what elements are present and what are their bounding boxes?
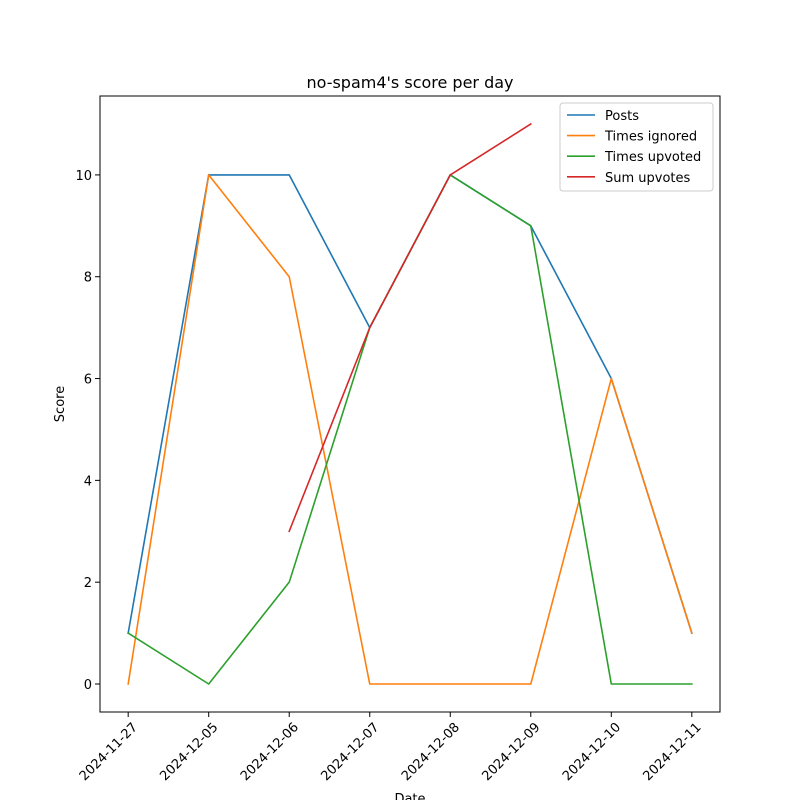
y-axis: 0 2 4 6 8 10 <box>75 169 100 693</box>
legend-label-2: Times upvoted <box>604 150 701 165</box>
y-tick-label-5: 10 <box>75 169 92 184</box>
plot-frame <box>99 95 721 713</box>
y-tick-label-0: 0 <box>84 678 92 693</box>
legend-label-0: Posts <box>605 109 639 124</box>
legend: Posts Times ignored Times upvoted Sum upvot… <box>559 102 714 192</box>
y-tick-label-1: 2 <box>84 576 92 591</box>
y-axis-label: Score <box>53 386 68 422</box>
y-tick-label-4: 8 <box>84 271 92 286</box>
series-line-3 <box>288 122 532 533</box>
legend-box <box>559 102 714 192</box>
legend-label-3: Sum upvotes <box>605 171 691 186</box>
y-tick-label-2: 4 <box>84 474 92 489</box>
legend-label-1: Times ignored <box>604 130 697 145</box>
series-lines <box>127 122 693 685</box>
x-axis-label: Date <box>394 792 425 800</box>
series-line-1 <box>127 174 693 685</box>
y-tick-label-3: 6 <box>84 373 92 388</box>
chart-title: no-spam4's score per day <box>306 73 513 92</box>
